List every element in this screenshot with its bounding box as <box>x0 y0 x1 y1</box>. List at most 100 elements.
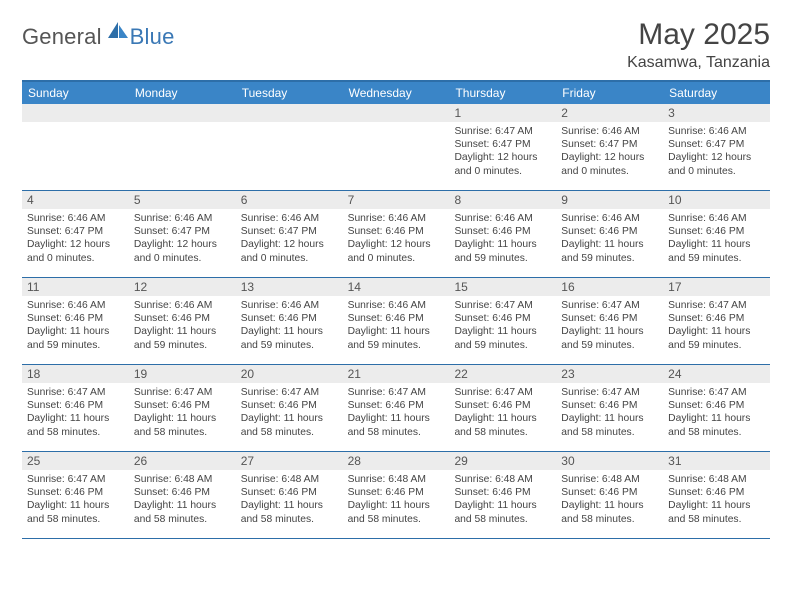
sunrise-text: Sunrise: 6:46 AM <box>134 299 231 312</box>
daylight-text: Daylight: 11 hours and 59 minutes. <box>454 325 551 351</box>
title-block: May 2025 Kasamwa, Tanzania <box>627 18 770 72</box>
daylight-text: Daylight: 12 hours and 0 minutes. <box>561 151 658 177</box>
day-number <box>343 104 450 122</box>
sunrise-text: Sunrise: 6:46 AM <box>27 212 124 225</box>
day-cell: 23Sunrise: 6:47 AMSunset: 6:46 PMDayligh… <box>556 365 663 451</box>
logo: General Blue <box>22 18 175 50</box>
week-row: 11Sunrise: 6:46 AMSunset: 6:46 PMDayligh… <box>22 278 770 365</box>
day-cell: 15Sunrise: 6:47 AMSunset: 6:46 PMDayligh… <box>449 278 556 364</box>
day-number: 6 <box>236 191 343 209</box>
sunrise-text: Sunrise: 6:47 AM <box>27 386 124 399</box>
daylight-text: Daylight: 11 hours and 59 minutes. <box>241 325 338 351</box>
day-cell: 14Sunrise: 6:46 AMSunset: 6:46 PMDayligh… <box>343 278 450 364</box>
logo-text-general: General <box>22 24 102 50</box>
day-number: 15 <box>449 278 556 296</box>
day-number: 22 <box>449 365 556 383</box>
day-details: Sunrise: 6:47 AMSunset: 6:46 PMDaylight:… <box>22 383 129 443</box>
day-cell <box>129 104 236 190</box>
day-details: Sunrise: 6:46 AMSunset: 6:47 PMDaylight:… <box>663 122 770 182</box>
weeks-container: 1Sunrise: 6:47 AMSunset: 6:47 PMDaylight… <box>22 104 770 539</box>
sunset-text: Sunset: 6:46 PM <box>668 399 765 412</box>
daylight-text: Daylight: 12 hours and 0 minutes. <box>668 151 765 177</box>
day-number: 29 <box>449 452 556 470</box>
sunrise-text: Sunrise: 6:48 AM <box>561 473 658 486</box>
day-cell: 4Sunrise: 6:46 AMSunset: 6:47 PMDaylight… <box>22 191 129 277</box>
daylight-text: Daylight: 11 hours and 58 minutes. <box>27 412 124 438</box>
day-cell: 12Sunrise: 6:46 AMSunset: 6:46 PMDayligh… <box>129 278 236 364</box>
day-number: 19 <box>129 365 236 383</box>
day-cell: 6Sunrise: 6:46 AMSunset: 6:47 PMDaylight… <box>236 191 343 277</box>
day-cell: 9Sunrise: 6:46 AMSunset: 6:46 PMDaylight… <box>556 191 663 277</box>
day-cell: 8Sunrise: 6:46 AMSunset: 6:46 PMDaylight… <box>449 191 556 277</box>
sunrise-text: Sunrise: 6:46 AM <box>241 299 338 312</box>
daylight-text: Daylight: 12 hours and 0 minutes. <box>241 238 338 264</box>
day-details: Sunrise: 6:48 AMSunset: 6:46 PMDaylight:… <box>663 470 770 530</box>
sunset-text: Sunset: 6:46 PM <box>241 399 338 412</box>
day-cell: 28Sunrise: 6:48 AMSunset: 6:46 PMDayligh… <box>343 452 450 538</box>
day-details: Sunrise: 6:46 AMSunset: 6:47 PMDaylight:… <box>556 122 663 182</box>
day-details: Sunrise: 6:47 AMSunset: 6:46 PMDaylight:… <box>449 383 556 443</box>
daylight-text: Daylight: 11 hours and 58 minutes. <box>134 499 231 525</box>
day-number: 24 <box>663 365 770 383</box>
day-details: Sunrise: 6:46 AMSunset: 6:46 PMDaylight:… <box>22 296 129 356</box>
sunset-text: Sunset: 6:46 PM <box>454 486 551 499</box>
day-cell: 24Sunrise: 6:47 AMSunset: 6:46 PMDayligh… <box>663 365 770 451</box>
day-number: 1 <box>449 104 556 122</box>
day-details: Sunrise: 6:47 AMSunset: 6:46 PMDaylight:… <box>663 296 770 356</box>
day-details: Sunrise: 6:48 AMSunset: 6:46 PMDaylight:… <box>129 470 236 530</box>
sunset-text: Sunset: 6:47 PM <box>27 225 124 238</box>
day-number: 9 <box>556 191 663 209</box>
weekday-header: Thursday <box>449 82 556 104</box>
day-number: 8 <box>449 191 556 209</box>
day-cell: 7Sunrise: 6:46 AMSunset: 6:46 PMDaylight… <box>343 191 450 277</box>
day-number: 16 <box>556 278 663 296</box>
sunset-text: Sunset: 6:47 PM <box>241 225 338 238</box>
day-cell: 27Sunrise: 6:48 AMSunset: 6:46 PMDayligh… <box>236 452 343 538</box>
week-row: 1Sunrise: 6:47 AMSunset: 6:47 PMDaylight… <box>22 104 770 191</box>
day-number: 18 <box>22 365 129 383</box>
weekday-row: SundayMondayTuesdayWednesdayThursdayFrid… <box>22 82 770 104</box>
sunrise-text: Sunrise: 6:48 AM <box>241 473 338 486</box>
day-cell: 26Sunrise: 6:48 AMSunset: 6:46 PMDayligh… <box>129 452 236 538</box>
daylight-text: Daylight: 12 hours and 0 minutes. <box>27 238 124 264</box>
sunrise-text: Sunrise: 6:46 AM <box>668 212 765 225</box>
day-number: 26 <box>129 452 236 470</box>
day-number: 28 <box>343 452 450 470</box>
sunrise-text: Sunrise: 6:47 AM <box>454 386 551 399</box>
sunset-text: Sunset: 6:46 PM <box>668 486 765 499</box>
daylight-text: Daylight: 11 hours and 58 minutes. <box>561 412 658 438</box>
sunset-text: Sunset: 6:46 PM <box>561 225 658 238</box>
daylight-text: Daylight: 11 hours and 59 minutes. <box>454 238 551 264</box>
weekday-header: Friday <box>556 82 663 104</box>
weekday-header: Tuesday <box>236 82 343 104</box>
day-cell: 2Sunrise: 6:46 AMSunset: 6:47 PMDaylight… <box>556 104 663 190</box>
daylight-text: Daylight: 11 hours and 58 minutes. <box>454 499 551 525</box>
sunset-text: Sunset: 6:46 PM <box>134 399 231 412</box>
day-details: Sunrise: 6:46 AMSunset: 6:47 PMDaylight:… <box>236 209 343 269</box>
day-cell: 20Sunrise: 6:47 AMSunset: 6:46 PMDayligh… <box>236 365 343 451</box>
day-number <box>22 104 129 122</box>
day-number: 5 <box>129 191 236 209</box>
day-cell: 19Sunrise: 6:47 AMSunset: 6:46 PMDayligh… <box>129 365 236 451</box>
day-cell: 10Sunrise: 6:46 AMSunset: 6:46 PMDayligh… <box>663 191 770 277</box>
daylight-text: Daylight: 11 hours and 58 minutes. <box>668 499 765 525</box>
day-cell: 1Sunrise: 6:47 AMSunset: 6:47 PMDaylight… <box>449 104 556 190</box>
weekday-header: Saturday <box>663 82 770 104</box>
daylight-text: Daylight: 11 hours and 59 minutes. <box>668 238 765 264</box>
daylight-text: Daylight: 11 hours and 58 minutes. <box>27 499 124 525</box>
day-details: Sunrise: 6:47 AMSunset: 6:46 PMDaylight:… <box>663 383 770 443</box>
day-details: Sunrise: 6:46 AMSunset: 6:46 PMDaylight:… <box>236 296 343 356</box>
daylight-text: Daylight: 11 hours and 58 minutes. <box>454 412 551 438</box>
day-cell: 17Sunrise: 6:47 AMSunset: 6:46 PMDayligh… <box>663 278 770 364</box>
day-details: Sunrise: 6:47 AMSunset: 6:46 PMDaylight:… <box>343 383 450 443</box>
day-details: Sunrise: 6:47 AMSunset: 6:46 PMDaylight:… <box>129 383 236 443</box>
sunset-text: Sunset: 6:46 PM <box>561 399 658 412</box>
daylight-text: Daylight: 11 hours and 58 minutes. <box>134 412 231 438</box>
sunrise-text: Sunrise: 6:46 AM <box>668 125 765 138</box>
day-details: Sunrise: 6:46 AMSunset: 6:46 PMDaylight:… <box>663 209 770 269</box>
daylight-text: Daylight: 12 hours and 0 minutes. <box>454 151 551 177</box>
sunset-text: Sunset: 6:47 PM <box>454 138 551 151</box>
location: Kasamwa, Tanzania <box>627 54 770 72</box>
daylight-text: Daylight: 11 hours and 58 minutes. <box>241 412 338 438</box>
calendar-page: General Blue May 2025 Kasamwa, Tanzania … <box>0 0 792 549</box>
